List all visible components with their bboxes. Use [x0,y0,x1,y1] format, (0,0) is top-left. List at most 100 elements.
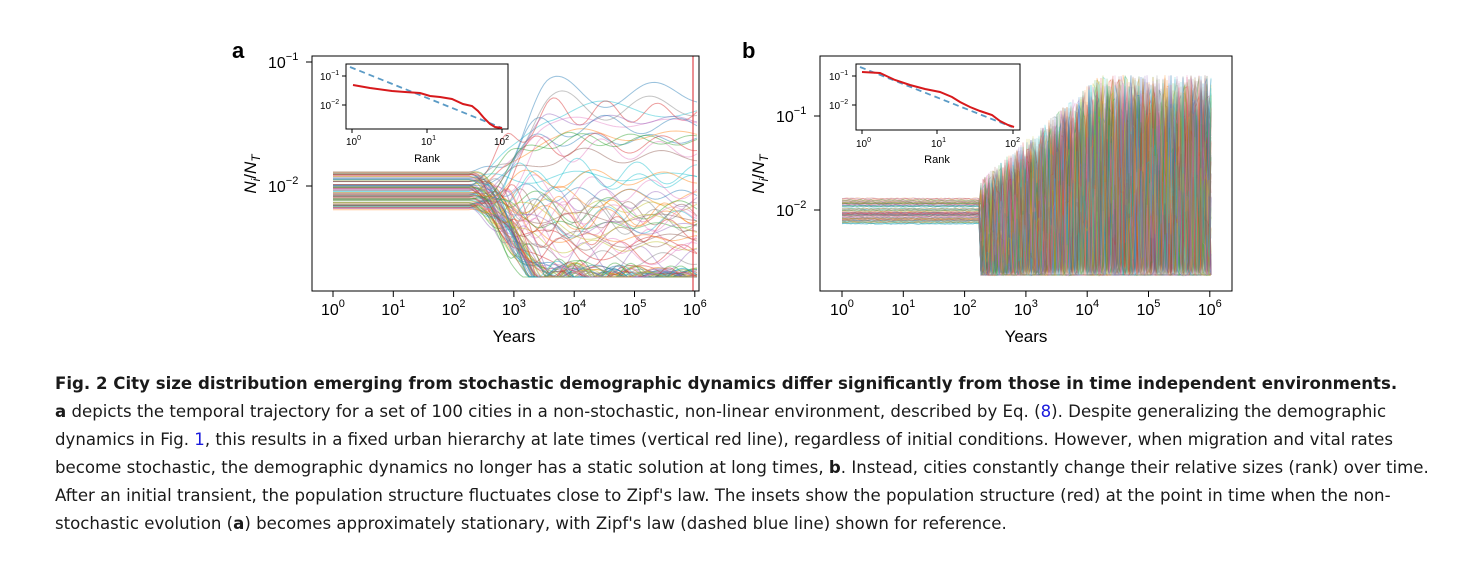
city-trajectory [333,202,698,278]
city-trajectory [333,198,697,278]
city-trajectory [841,87,1212,277]
city-trajectory [333,201,698,240]
city-trajectory [841,76,1212,276]
city-trajectory [841,79,1212,276]
city-trajectory [333,202,697,278]
city-trajectory [841,79,1212,276]
xtick-label: 106 [683,298,707,319]
city-trajectory [333,197,698,261]
city-trajectory [841,84,1212,276]
city-trajectory [841,79,1212,277]
city-trajectory [841,77,1212,276]
city-trajectory [841,77,1212,276]
city-trajectory [333,113,698,209]
inset-ytick-b-1: 10−1 [829,70,848,83]
city-trajectory [841,86,1212,276]
xtick-label: 102 [442,298,466,319]
city-trajectory [841,76,1211,276]
city-trajectory [841,75,1211,276]
city-trajectory [842,76,1212,276]
city-trajectory [841,78,1212,277]
city-trajectory [333,207,698,278]
city-trajectory [841,77,1212,277]
city-trajectory [842,82,1212,276]
city-trajectory [333,97,698,179]
city-trajectory [333,187,697,278]
city-trajectory [333,90,698,188]
city-trajectory [841,78,1212,276]
city-trajectory [841,79,1212,277]
city-trajectory [842,86,1212,276]
city-trajectory [841,80,1212,276]
city-trajectory [841,78,1212,277]
city-trajectory [333,188,698,271]
city-trajectory [841,78,1212,276]
city-trajectory [841,84,1212,277]
city-trajectory [841,82,1212,277]
inset-ytick-a-1: 10−1 [320,70,339,83]
figure-link[interactable]: 1 [194,430,205,449]
city-trajectory [333,180,698,230]
city-trajectory [333,189,698,278]
ytick-a-2: 10−2 [268,175,298,196]
caption-title: Fig. 2 City size distribution emerging f… [55,374,1398,393]
city-trajectory [841,78,1212,277]
city-trajectory [841,79,1212,277]
city-trajectory [333,195,698,278]
city-trajectory [841,75,1212,276]
city-trajectory [333,171,697,278]
inset-xtick-a-1: 100 [346,135,361,148]
city-trajectory [841,88,1211,276]
city-trajectory [333,173,698,248]
city-trajectory [841,78,1212,276]
city-trajectory [841,77,1212,276]
city-trajectory [841,76,1212,276]
city-trajectory [333,186,697,278]
city-trajectory [333,193,697,278]
city-trajectory [333,185,698,214]
city-trajectory [841,75,1212,277]
caption-panel-ref: b [828,458,841,477]
city-trajectory [333,174,698,219]
panel-label-a: a [232,38,245,63]
city-trajectory [841,82,1212,276]
city-trajectory [333,194,698,215]
city-trajectory [333,75,698,197]
city-trajectory [841,75,1212,277]
city-trajectory [841,78,1212,277]
city-trajectory [841,82,1212,276]
city-trajectory [333,177,698,278]
zipf-line [859,66,1013,128]
xtick-label: 104 [562,298,586,319]
xaxis-b: 100 101 102 103 104 105 106 [830,291,1222,319]
city-trajectory [333,188,698,233]
panel-b: b 10−1 10−2 Ni/NT 100 101 102 103 104 105 106 … [742,38,1233,346]
city-trajectory [333,173,697,278]
trajectory-traces-b [841,74,1212,277]
inset-ytick-a-2: 10−2 [320,99,339,112]
city-trajectory [841,76,1212,277]
city-trajectory [333,191,697,278]
city-trajectory [841,75,1212,276]
population-structure-line [861,71,1015,128]
panel-a: a 10−1 10−2 Ni/NT 100 101 102 103 104 105 106 … [232,38,707,346]
city-trajectory [841,75,1212,276]
city-trajectory [841,75,1212,276]
city-trajectory [842,78,1212,277]
city-trajectory [333,198,698,278]
city-trajectory [841,75,1212,277]
city-trajectory [841,74,1212,276]
equation-link[interactable]: 8 [1040,402,1052,421]
city-trajectory [841,81,1212,277]
city-trajectory [333,187,698,278]
city-trajectory [333,194,698,254]
city-trajectory [333,176,698,278]
inset-xtick-a-2: 101 [421,135,436,148]
city-trajectory [841,75,1212,276]
xtick-label: 104 [1075,298,1099,319]
city-trajectory [842,80,1212,276]
city-trajectory [841,76,1211,276]
city-trajectory [841,86,1212,277]
city-trajectory [841,87,1212,277]
city-trajectory [333,200,698,224]
